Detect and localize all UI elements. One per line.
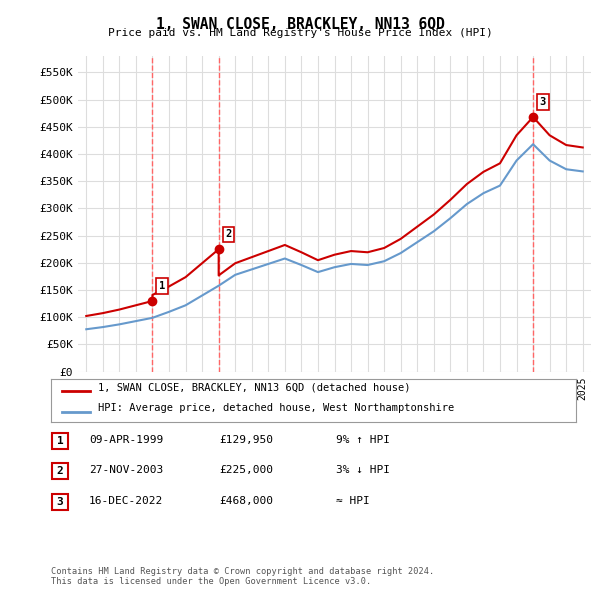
Text: 2: 2 bbox=[56, 467, 64, 476]
Text: £129,950: £129,950 bbox=[219, 435, 273, 444]
Text: 2: 2 bbox=[225, 230, 232, 240]
Text: 1, SWAN CLOSE, BRACKLEY, NN13 6QD (detached house): 1, SWAN CLOSE, BRACKLEY, NN13 6QD (detac… bbox=[98, 382, 411, 392]
Text: 3: 3 bbox=[56, 497, 64, 507]
Text: 09-APR-1999: 09-APR-1999 bbox=[89, 435, 163, 444]
Text: 1, SWAN CLOSE, BRACKLEY, NN13 6QD: 1, SWAN CLOSE, BRACKLEY, NN13 6QD bbox=[155, 17, 445, 31]
Text: 3% ↓ HPI: 3% ↓ HPI bbox=[336, 466, 390, 475]
Text: 27-NOV-2003: 27-NOV-2003 bbox=[89, 466, 163, 475]
Text: 1: 1 bbox=[56, 436, 64, 445]
FancyBboxPatch shape bbox=[52, 433, 68, 449]
Text: Contains HM Land Registry data © Crown copyright and database right 2024.: Contains HM Land Registry data © Crown c… bbox=[51, 567, 434, 576]
Text: Price paid vs. HM Land Registry's House Price Index (HPI): Price paid vs. HM Land Registry's House … bbox=[107, 28, 493, 38]
FancyBboxPatch shape bbox=[52, 494, 68, 510]
Text: 16-DEC-2022: 16-DEC-2022 bbox=[89, 496, 163, 506]
Text: £225,000: £225,000 bbox=[219, 466, 273, 475]
Text: HPI: Average price, detached house, West Northamptonshire: HPI: Average price, detached house, West… bbox=[98, 404, 455, 414]
Text: This data is licensed under the Open Government Licence v3.0.: This data is licensed under the Open Gov… bbox=[51, 577, 371, 586]
Text: 9% ↑ HPI: 9% ↑ HPI bbox=[336, 435, 390, 444]
Text: 3: 3 bbox=[539, 97, 546, 107]
Text: ≈ HPI: ≈ HPI bbox=[336, 496, 370, 506]
Text: 1: 1 bbox=[159, 281, 166, 291]
FancyBboxPatch shape bbox=[52, 464, 68, 479]
Text: £468,000: £468,000 bbox=[219, 496, 273, 506]
